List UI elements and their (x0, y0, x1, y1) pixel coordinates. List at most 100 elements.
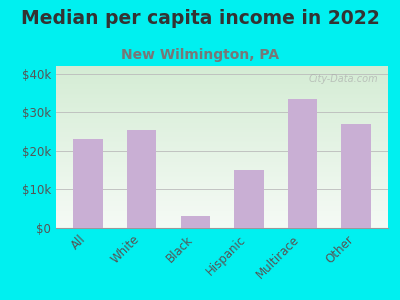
Bar (56, 108, 388, 109)
Bar (56, 193, 388, 194)
Bar (56, 188, 388, 189)
Bar (56, 219, 388, 220)
Bar (56, 69, 388, 70)
Bar (56, 147, 388, 148)
Bar (56, 203, 388, 204)
Bar (56, 223, 388, 224)
Bar (56, 173, 388, 174)
Bar (56, 107, 388, 108)
Bar (56, 198, 388, 199)
Bar (56, 92, 388, 93)
Bar (56, 86, 388, 87)
Text: Median per capita income in 2022: Median per capita income in 2022 (21, 9, 379, 28)
Bar (56, 170, 388, 171)
Bar (56, 132, 388, 133)
Bar (56, 74, 388, 75)
Bar (56, 165, 388, 166)
Bar (56, 169, 388, 170)
Bar (56, 141, 388, 142)
Bar (56, 133, 388, 134)
Bar (56, 151, 388, 152)
Bar (56, 206, 388, 207)
Bar (56, 148, 388, 149)
Bar (56, 216, 388, 217)
Bar (56, 178, 388, 179)
Bar (56, 146, 388, 147)
Bar (56, 127, 388, 128)
Bar (56, 115, 388, 116)
Bar (56, 100, 388, 101)
Bar (56, 210, 388, 211)
Bar (56, 166, 388, 167)
Bar (56, 189, 388, 190)
Bar (56, 191, 388, 192)
Bar (127, 130, 156, 228)
Bar (180, 216, 210, 228)
Bar (56, 161, 388, 162)
Bar (56, 145, 388, 146)
Bar (56, 128, 388, 129)
Bar (56, 156, 388, 157)
Bar (56, 225, 388, 226)
Bar (56, 110, 388, 111)
Bar (56, 143, 388, 144)
Bar (56, 174, 388, 175)
Bar (56, 140, 388, 141)
Bar (56, 226, 388, 227)
Bar (56, 222, 388, 223)
Bar (56, 221, 388, 222)
Bar (56, 71, 388, 72)
Bar (56, 213, 388, 214)
Bar (56, 84, 388, 85)
Bar (56, 209, 388, 210)
Bar (56, 77, 388, 78)
Bar (56, 171, 388, 172)
Bar (56, 85, 388, 86)
Bar (56, 99, 388, 100)
Bar (56, 153, 388, 154)
Bar (56, 164, 388, 165)
Bar (56, 179, 388, 180)
Bar (56, 202, 388, 203)
Bar (56, 129, 388, 130)
Bar (56, 167, 388, 168)
Bar (56, 70, 388, 71)
Bar (56, 72, 388, 73)
Bar (56, 183, 388, 184)
Bar (56, 197, 388, 198)
Bar (56, 195, 388, 196)
Bar (56, 78, 388, 79)
Bar (56, 80, 388, 81)
Bar (56, 93, 388, 94)
Bar (56, 97, 388, 98)
Bar (56, 185, 388, 186)
Bar (56, 160, 388, 161)
Bar (341, 124, 370, 228)
Bar (56, 90, 388, 91)
Bar (56, 192, 388, 193)
Bar (56, 181, 388, 182)
Bar (56, 184, 388, 185)
Bar (56, 152, 388, 153)
Bar (56, 91, 388, 92)
Bar (56, 120, 388, 121)
Bar (56, 105, 388, 106)
Bar (56, 117, 388, 118)
Bar (56, 104, 388, 105)
Bar (56, 89, 388, 90)
Bar (56, 149, 388, 150)
Bar (56, 95, 388, 96)
Bar (56, 157, 388, 158)
Bar (56, 102, 388, 103)
Bar (56, 187, 388, 188)
Bar (56, 126, 388, 127)
Bar (56, 76, 388, 77)
Bar (56, 83, 388, 84)
Bar (56, 177, 388, 178)
Bar (56, 137, 388, 138)
Bar (56, 163, 388, 164)
Bar (74, 139, 103, 228)
Bar (56, 155, 388, 156)
Bar (56, 144, 388, 145)
Bar (56, 172, 388, 173)
